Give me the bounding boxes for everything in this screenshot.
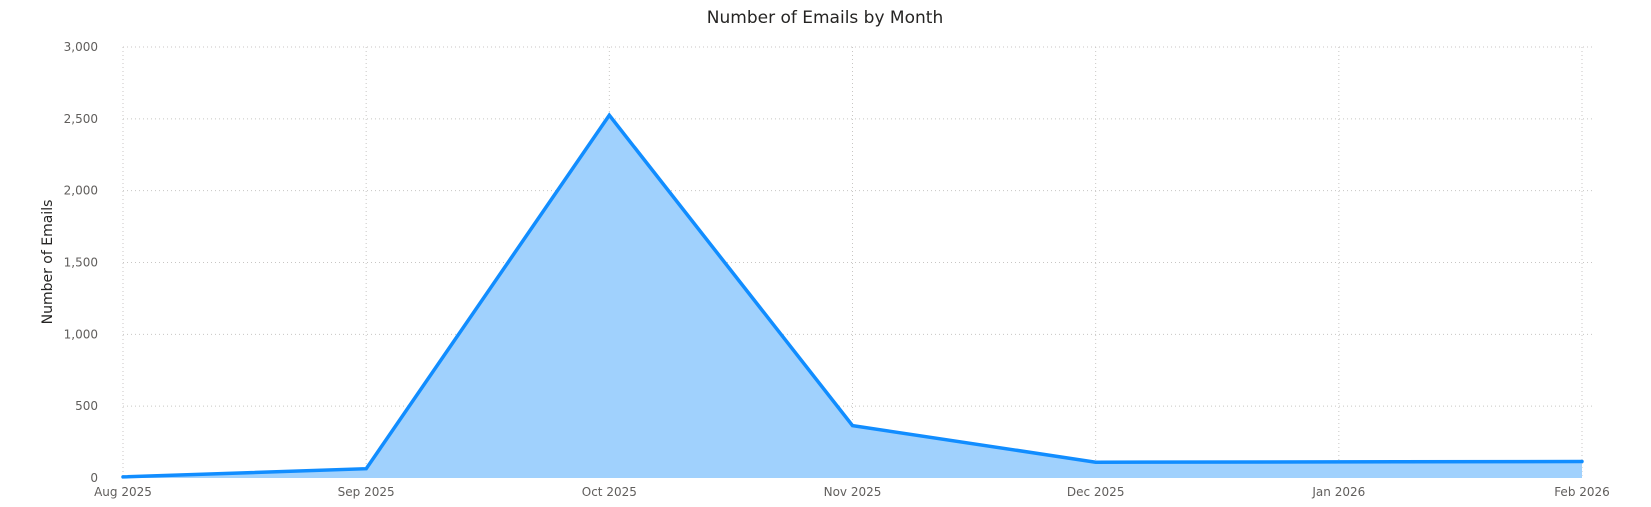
x-axis-ticks: Aug 2025 Sep 2025 Oct 2025 Nov 2025 Dec 2025… bbox=[94, 485, 1610, 499]
area-series bbox=[121, 112, 1584, 479]
series-line bbox=[121, 112, 1584, 479]
x-tick-label: Feb 2026 bbox=[1554, 485, 1610, 499]
x-tick-label: Dec 2025 bbox=[1067, 485, 1125, 499]
y-tick-label: 1,500 bbox=[64, 256, 98, 270]
y-tick-label: 2,000 bbox=[64, 184, 98, 198]
area-fill bbox=[123, 115, 1582, 478]
x-tick-label: Aug 2025 bbox=[94, 485, 152, 499]
chart-title: Number of Emails by Month bbox=[707, 8, 943, 28]
y-tick-label: 2,500 bbox=[64, 112, 98, 126]
y-tick-label: 3,000 bbox=[64, 40, 98, 54]
y-tick-label: 500 bbox=[75, 399, 98, 413]
y-tick-label: 0 bbox=[90, 471, 98, 485]
y-axis-title: Number of Emails bbox=[40, 200, 56, 325]
y-axis-ticks: 0 500 1,000 1,500 2,000 2,500 3,000 bbox=[64, 40, 98, 485]
gridlines bbox=[122, 46, 1592, 478]
x-tick-label: Oct 2025 bbox=[582, 485, 637, 499]
x-tick-label: Nov 2025 bbox=[824, 485, 882, 499]
y-tick-label: 1,000 bbox=[64, 327, 98, 341]
x-tick-label: Sep 2025 bbox=[338, 485, 395, 499]
x-tick-label: Jan 2026 bbox=[1311, 485, 1365, 499]
